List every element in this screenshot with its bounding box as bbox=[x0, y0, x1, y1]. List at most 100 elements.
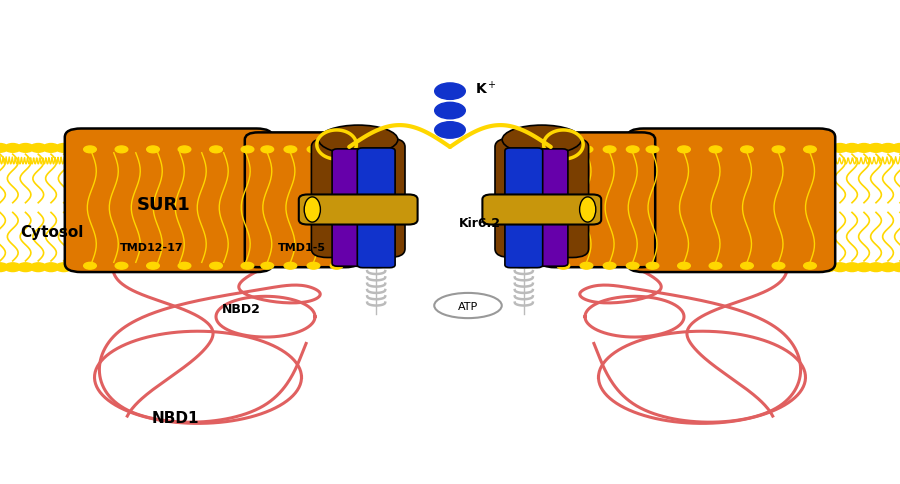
Circle shape bbox=[261, 147, 274, 153]
Circle shape bbox=[626, 263, 639, 270]
Circle shape bbox=[56, 144, 72, 153]
Text: NBD1: NBD1 bbox=[152, 410, 199, 424]
FancyBboxPatch shape bbox=[495, 139, 589, 258]
Circle shape bbox=[804, 263, 816, 270]
Ellipse shape bbox=[319, 126, 398, 155]
FancyBboxPatch shape bbox=[299, 195, 418, 225]
Text: NBD2: NBD2 bbox=[221, 302, 261, 315]
Circle shape bbox=[784, 144, 800, 153]
FancyBboxPatch shape bbox=[357, 149, 395, 268]
Ellipse shape bbox=[434, 293, 502, 318]
Circle shape bbox=[844, 144, 860, 153]
Circle shape bbox=[17, 263, 33, 272]
Circle shape bbox=[178, 263, 191, 270]
Text: Cytosol: Cytosol bbox=[21, 225, 84, 240]
Circle shape bbox=[868, 144, 884, 153]
Circle shape bbox=[210, 263, 222, 270]
Circle shape bbox=[0, 263, 8, 272]
Circle shape bbox=[284, 263, 297, 270]
Ellipse shape bbox=[502, 126, 581, 155]
Circle shape bbox=[820, 263, 836, 272]
Circle shape bbox=[796, 144, 812, 153]
Circle shape bbox=[892, 144, 900, 153]
Circle shape bbox=[646, 263, 659, 270]
Circle shape bbox=[626, 147, 639, 153]
Circle shape bbox=[178, 147, 191, 153]
Circle shape bbox=[435, 122, 465, 139]
FancyBboxPatch shape bbox=[65, 129, 273, 272]
Text: Kir6.2: Kir6.2 bbox=[459, 216, 501, 229]
Circle shape bbox=[30, 144, 47, 153]
FancyBboxPatch shape bbox=[311, 139, 405, 258]
FancyBboxPatch shape bbox=[534, 150, 568, 267]
Circle shape bbox=[435, 84, 465, 100]
Circle shape bbox=[307, 263, 320, 270]
Circle shape bbox=[808, 263, 824, 272]
Circle shape bbox=[808, 144, 824, 153]
Circle shape bbox=[115, 147, 128, 153]
Text: TMD1-5: TMD1-5 bbox=[277, 243, 326, 253]
Circle shape bbox=[4, 144, 21, 153]
Circle shape bbox=[557, 263, 570, 270]
Circle shape bbox=[709, 147, 722, 153]
Circle shape bbox=[580, 147, 593, 153]
Circle shape bbox=[241, 147, 254, 153]
FancyBboxPatch shape bbox=[627, 129, 835, 272]
Circle shape bbox=[147, 147, 159, 153]
Circle shape bbox=[284, 147, 297, 153]
Circle shape bbox=[880, 144, 896, 153]
Circle shape bbox=[56, 263, 72, 272]
Circle shape bbox=[856, 263, 872, 272]
Circle shape bbox=[261, 263, 274, 270]
Text: ATP: ATP bbox=[458, 301, 478, 311]
Circle shape bbox=[646, 147, 659, 153]
Circle shape bbox=[796, 263, 812, 272]
Circle shape bbox=[709, 263, 722, 270]
Circle shape bbox=[784, 263, 800, 272]
Circle shape bbox=[4, 263, 21, 272]
Circle shape bbox=[17, 144, 33, 153]
Circle shape bbox=[856, 144, 872, 153]
FancyBboxPatch shape bbox=[332, 150, 366, 267]
Circle shape bbox=[772, 263, 785, 270]
Text: K$^+$: K$^+$ bbox=[475, 79, 497, 97]
Circle shape bbox=[580, 263, 593, 270]
Circle shape bbox=[892, 263, 900, 272]
Circle shape bbox=[678, 147, 690, 153]
Circle shape bbox=[84, 147, 96, 153]
Circle shape bbox=[307, 147, 320, 153]
Circle shape bbox=[868, 263, 884, 272]
FancyBboxPatch shape bbox=[245, 133, 359, 268]
Circle shape bbox=[603, 263, 616, 270]
Circle shape bbox=[84, 263, 96, 270]
Circle shape bbox=[210, 147, 222, 153]
Circle shape bbox=[772, 147, 785, 153]
Circle shape bbox=[241, 263, 254, 270]
Circle shape bbox=[30, 263, 47, 272]
Circle shape bbox=[741, 147, 753, 153]
Circle shape bbox=[678, 263, 690, 270]
Circle shape bbox=[804, 147, 816, 153]
FancyBboxPatch shape bbox=[505, 149, 543, 268]
Text: TMD12-17: TMD12-17 bbox=[120, 243, 183, 253]
Circle shape bbox=[115, 263, 128, 270]
Circle shape bbox=[844, 263, 860, 272]
Circle shape bbox=[330, 263, 343, 270]
Circle shape bbox=[43, 263, 59, 272]
Circle shape bbox=[832, 144, 848, 153]
Ellipse shape bbox=[304, 197, 320, 223]
Circle shape bbox=[68, 144, 85, 153]
Circle shape bbox=[832, 263, 848, 272]
Circle shape bbox=[741, 263, 753, 270]
Circle shape bbox=[330, 147, 343, 153]
Circle shape bbox=[880, 263, 896, 272]
FancyBboxPatch shape bbox=[541, 133, 655, 268]
Circle shape bbox=[435, 103, 465, 120]
Circle shape bbox=[68, 263, 85, 272]
Circle shape bbox=[557, 147, 570, 153]
Text: SUR1: SUR1 bbox=[137, 195, 191, 213]
Circle shape bbox=[147, 263, 159, 270]
Ellipse shape bbox=[580, 197, 596, 223]
Circle shape bbox=[43, 144, 59, 153]
Circle shape bbox=[820, 144, 836, 153]
